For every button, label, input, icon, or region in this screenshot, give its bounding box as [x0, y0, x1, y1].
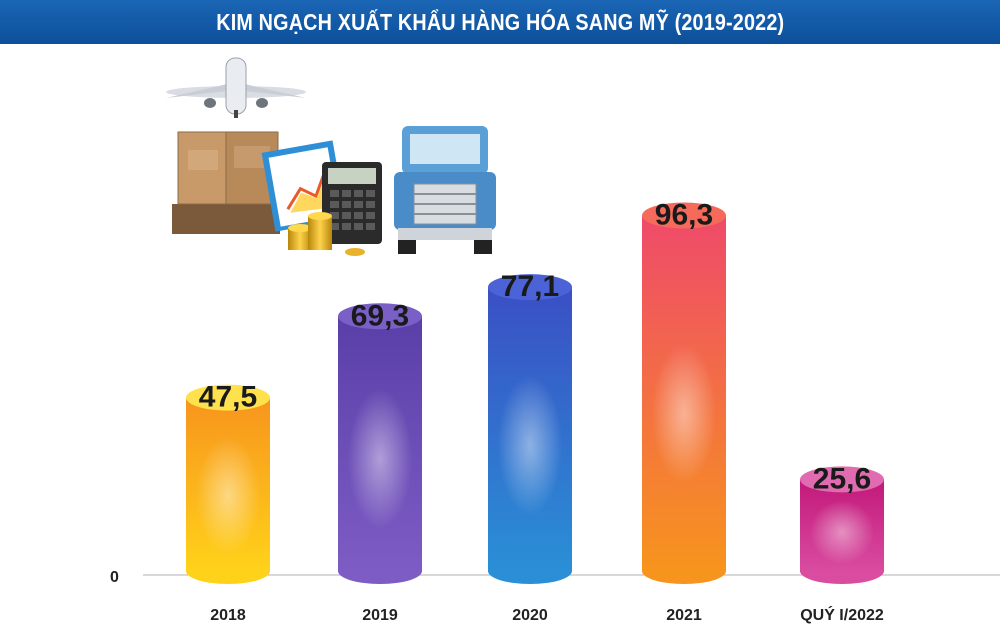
bar-glow-2 — [497, 375, 563, 516]
category-label-2: 2020 — [512, 607, 548, 624]
bar-cap-1 — [338, 303, 422, 330]
calculator-icon — [322, 162, 382, 244]
category-label-0: 2018 — [210, 607, 246, 624]
value-label-4: 25,6 — [813, 462, 871, 495]
bar-glow-3 — [651, 343, 717, 484]
illustration — [166, 57, 496, 256]
cardboard-boxes-icon — [172, 131, 280, 234]
bar-glow-4 — [809, 500, 875, 564]
value-label-1: 69,3 — [351, 299, 409, 332]
bar-cap-4 — [800, 466, 884, 493]
airplane-icon — [166, 57, 306, 118]
title-bar: KIM NGẠCH XUẤT KHẨU HÀNG HÓA SANG MỸ (20… — [0, 0, 1000, 44]
value-label-0: 47,5 — [199, 381, 257, 414]
bar-cap-0 — [186, 384, 270, 411]
truck-icon — [394, 126, 496, 254]
gold-coins-icon — [288, 212, 365, 256]
bars: 47,5 2018 69,3 2019 77,1 2020 96,3 2021 25,6 QUÝ … — [186, 198, 884, 624]
bar-glow-1 — [347, 388, 413, 529]
y-tick-zero: 0 — [110, 569, 119, 586]
category-label-3: 2021 — [666, 607, 702, 624]
value-label-3: 96,3 — [655, 198, 713, 231]
category-label-1: 2019 — [362, 607, 398, 624]
value-label-2: 77,1 — [501, 270, 559, 303]
category-label-4: QUÝ I/2022 — [800, 605, 884, 624]
bar-cap-2 — [488, 274, 572, 301]
bar-cap-3 — [642, 202, 726, 229]
chart-title: KIM NGẠCH XUẤT KHẨU HÀNG HÓA SANG MỸ (20… — [215, 8, 785, 35]
bar-glow-0 — [195, 436, 261, 555]
